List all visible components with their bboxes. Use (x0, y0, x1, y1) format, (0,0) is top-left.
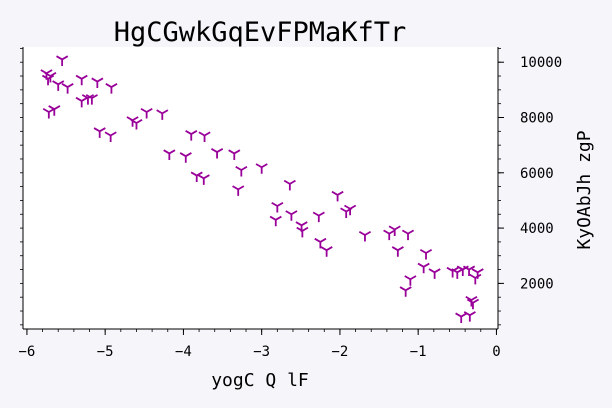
data-point (232, 185, 245, 196)
x-tick-label: −4 (175, 344, 192, 360)
data-point (255, 163, 268, 174)
data-point (185, 130, 198, 141)
data-point (388, 225, 401, 236)
y-axis-label: KyOAbJh zgP (574, 130, 595, 249)
data-point (312, 211, 325, 223)
x-tick-label: −1 (410, 344, 427, 360)
data-point (456, 265, 469, 277)
data-point (91, 77, 104, 89)
data-point (269, 215, 282, 227)
x-tick-label: −6 (18, 344, 35, 360)
data-point (344, 204, 357, 216)
data-point (469, 273, 482, 285)
y-tick-label: 2000 (520, 276, 554, 292)
x-tick-label: −3 (253, 344, 270, 360)
data-point (41, 74, 55, 86)
data-point (314, 237, 327, 249)
data-point (419, 248, 433, 260)
data-point (61, 83, 74, 94)
data-point (331, 190, 344, 202)
data-point (197, 174, 210, 185)
y-tick-label: 4000 (520, 221, 554, 237)
data-point (56, 55, 69, 66)
data-point (190, 171, 203, 183)
data-point (417, 262, 430, 274)
x-tick-label: −2 (331, 344, 348, 360)
data-points (40, 55, 484, 324)
data-point (52, 80, 65, 91)
data-point (85, 94, 98, 105)
chart-title: HgCGwkGqEvFPMaKfTr (114, 17, 407, 48)
data-point (296, 226, 309, 238)
data-point (401, 229, 415, 241)
data-point (163, 149, 176, 160)
data-point (466, 298, 480, 310)
data-point (75, 74, 88, 86)
data-point (198, 131, 211, 142)
data-point (391, 246, 404, 257)
data-point (271, 201, 284, 213)
x-tick-label: −5 (97, 344, 114, 360)
data-point (179, 152, 192, 163)
data-point (283, 179, 296, 191)
data-point (104, 131, 117, 142)
data-point (156, 109, 169, 120)
data-point (140, 107, 153, 119)
data-point (285, 210, 298, 221)
data-point (320, 246, 333, 257)
data-point (93, 127, 106, 138)
data-point (446, 266, 459, 278)
data-point (428, 268, 441, 279)
data-point (358, 230, 372, 242)
data-point (210, 148, 224, 159)
data-point (75, 96, 88, 108)
data-point (130, 118, 143, 130)
data-point (105, 83, 118, 94)
y-tick-label: 6000 (520, 166, 554, 182)
y-tick-label: 10000 (520, 55, 562, 71)
y-tick-label: 8000 (520, 111, 554, 127)
x-tick-label: 0 (492, 344, 500, 360)
x-axis-label: yogC Q lF (211, 370, 309, 391)
data-point (48, 105, 61, 116)
plot-area (23, 47, 498, 329)
x-axis-ticks: −6 −5 −4 −3 −2 −1 0 (18, 329, 501, 360)
data-point (235, 165, 248, 177)
data-point (228, 149, 241, 160)
data-point (399, 286, 412, 297)
data-point (463, 311, 476, 322)
data-point (404, 275, 417, 286)
y-axis-ticks: 2000 4000 6000 8000 10000 (20, 47, 562, 326)
